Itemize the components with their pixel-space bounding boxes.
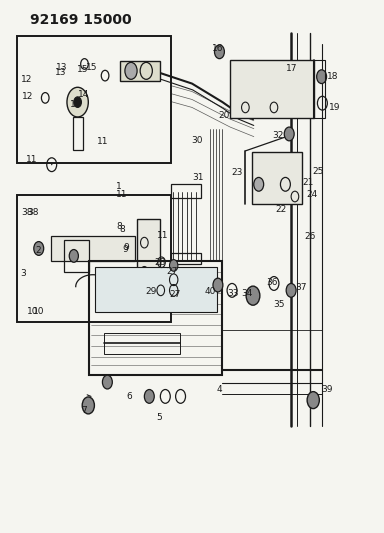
Text: 33: 33: [227, 288, 238, 297]
Text: 37: 37: [296, 283, 307, 292]
Circle shape: [103, 375, 113, 389]
Bar: [73, 117, 83, 150]
Text: 22: 22: [275, 205, 286, 214]
Text: 11: 11: [97, 138, 108, 147]
Circle shape: [34, 241, 44, 255]
Text: 30: 30: [191, 136, 203, 145]
Text: 16: 16: [212, 44, 223, 53]
Circle shape: [246, 286, 260, 305]
Circle shape: [67, 87, 88, 117]
Circle shape: [284, 127, 294, 141]
Text: 13: 13: [56, 63, 67, 71]
Bar: [119, 61, 160, 81]
Text: 3: 3: [20, 269, 26, 278]
Text: 17: 17: [286, 64, 298, 73]
Text: 20: 20: [218, 111, 229, 120]
Text: 5: 5: [157, 413, 162, 422]
Bar: [171, 184, 201, 198]
Circle shape: [69, 249, 78, 262]
Text: 40: 40: [204, 287, 215, 296]
Text: 15: 15: [76, 64, 88, 74]
Circle shape: [74, 97, 81, 108]
Text: 12: 12: [21, 75, 33, 84]
Bar: [252, 152, 302, 204]
Text: 28: 28: [154, 258, 165, 266]
Text: 26: 26: [305, 232, 316, 241]
Text: 23: 23: [231, 167, 242, 176]
Text: 1: 1: [116, 182, 121, 191]
Bar: [95, 266, 217, 312]
Text: 14: 14: [70, 100, 81, 109]
Text: 11: 11: [26, 155, 38, 164]
Text: 38: 38: [27, 208, 38, 217]
Text: 10: 10: [33, 307, 44, 316]
Bar: [89, 261, 222, 375]
Text: 27: 27: [169, 289, 180, 298]
Bar: [17, 36, 171, 163]
Bar: [137, 219, 160, 304]
Bar: [104, 333, 180, 354]
Text: 15: 15: [86, 63, 98, 71]
Circle shape: [286, 284, 296, 297]
Circle shape: [317, 70, 326, 84]
Text: 39: 39: [322, 385, 333, 394]
Bar: [64, 240, 89, 272]
Text: 31: 31: [192, 173, 204, 182]
Bar: [17, 195, 171, 322]
Text: 18: 18: [327, 72, 339, 81]
Text: 8: 8: [117, 222, 122, 231]
Text: 10: 10: [27, 307, 38, 316]
Text: 11: 11: [116, 190, 127, 199]
Circle shape: [307, 392, 319, 409]
Text: 35: 35: [273, 300, 284, 309]
Circle shape: [213, 278, 223, 292]
Text: 92169 15000: 92169 15000: [30, 13, 132, 27]
Text: 21: 21: [303, 178, 314, 187]
Bar: [171, 253, 201, 264]
Text: 12: 12: [22, 92, 34, 101]
Circle shape: [82, 397, 94, 414]
Text: 9: 9: [123, 244, 129, 253]
Circle shape: [144, 390, 154, 403]
Text: 27: 27: [166, 268, 177, 276]
Text: 6: 6: [126, 392, 132, 401]
Circle shape: [215, 45, 224, 59]
Text: 34: 34: [241, 288, 252, 297]
Text: 11: 11: [157, 231, 169, 240]
Circle shape: [169, 260, 178, 271]
Text: 19: 19: [328, 103, 340, 112]
Text: 38: 38: [21, 208, 33, 217]
Text: 2: 2: [36, 246, 41, 255]
Bar: [313, 60, 324, 118]
Bar: [230, 60, 314, 118]
Text: 25: 25: [312, 166, 323, 175]
Text: 13: 13: [55, 68, 66, 77]
Circle shape: [254, 177, 264, 191]
Text: 4: 4: [217, 385, 222, 394]
Text: 8: 8: [119, 225, 125, 234]
Text: 14: 14: [78, 90, 89, 99]
Text: 24: 24: [306, 190, 318, 199]
Circle shape: [125, 62, 137, 79]
Text: 9: 9: [122, 245, 128, 254]
Text: 36: 36: [266, 278, 278, 287]
Bar: [51, 236, 135, 261]
Text: 7: 7: [82, 406, 88, 415]
Text: 32: 32: [272, 131, 283, 140]
Text: 29: 29: [146, 287, 157, 296]
